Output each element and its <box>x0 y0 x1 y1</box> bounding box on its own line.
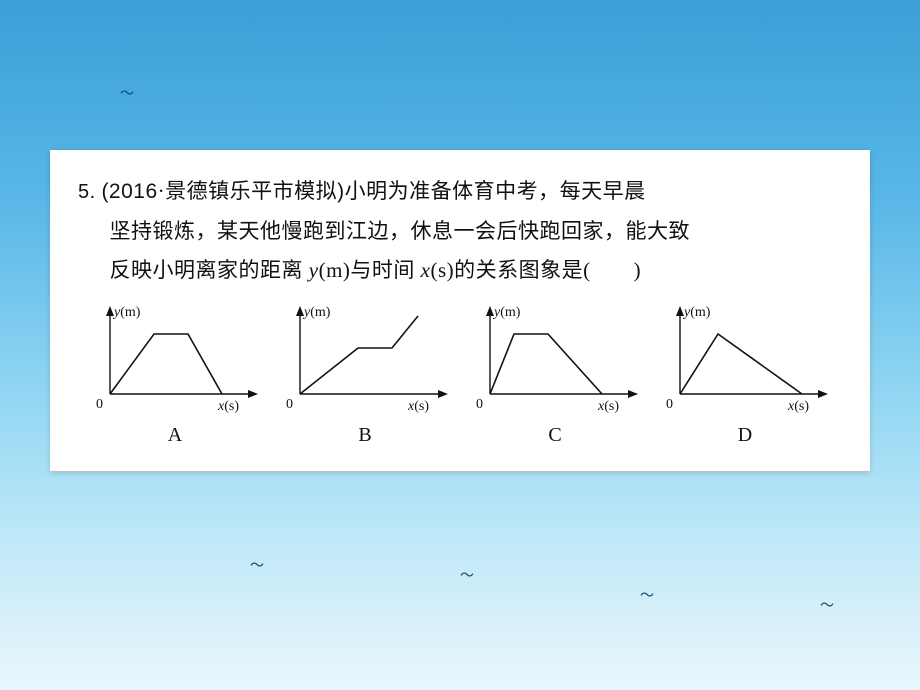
y-axis-label: y(m) <box>492 305 521 320</box>
x-arrow-icon <box>818 390 828 398</box>
chart-option-c: y(m) x(s) 0 C <box>464 298 646 447</box>
chart-b-line <box>300 316 418 394</box>
y-axis-label: y(m) <box>112 305 141 320</box>
chart-d-line <box>680 334 802 394</box>
problem-line3-mid: 与时间 <box>350 258 420 282</box>
x-axis-label: x(s) <box>217 399 239 414</box>
y-arrow-icon <box>296 306 304 316</box>
chart-b-svg: y(m) x(s) 0 <box>274 298 456 418</box>
charts-row: y(m) x(s) 0 A y(m) x(s) 0 <box>78 298 842 447</box>
chart-option-b: y(m) x(s) 0 B <box>274 298 456 447</box>
chart-b-label: B <box>358 424 371 447</box>
x-axis-label: x(s) <box>407 399 429 414</box>
bg-bird: ～ <box>120 88 134 102</box>
source-text: 景德镇乐平市模拟 <box>165 179 337 203</box>
origin-label: 0 <box>286 397 293 412</box>
origin-label: 0 <box>476 397 483 412</box>
problem-line2: 坚持锻炼，某天他慢跑到江边，休息一会后快跑回家，能大致 <box>110 219 691 243</box>
chart-a-svg: y(m) x(s) 0 <box>84 298 266 418</box>
x-axis-label: x(s) <box>597 399 619 414</box>
chart-option-d: y(m) x(s) 0 D <box>654 298 836 447</box>
axes: y(m) x(s) 0 <box>286 305 448 414</box>
origin-label: 0 <box>96 397 103 412</box>
y-var: y <box>309 258 319 282</box>
chart-c-line <box>490 334 602 394</box>
problem-line3-head: 反映小明离家的距离 <box>110 258 309 282</box>
chart-option-a: y(m) x(s) 0 A <box>84 298 266 447</box>
y-arrow-icon <box>106 306 114 316</box>
problem-number: 5. <box>78 181 96 203</box>
origin-label: 0 <box>666 397 673 412</box>
chart-d-label: D <box>738 424 752 447</box>
axes: y(m) x(s) 0 <box>96 305 258 414</box>
chart-d-svg: y(m) x(s) 0 <box>654 298 836 418</box>
problem-card: 5. (2016·景德镇乐平市模拟)小明为准备体育中考，每天早晨 坚持锻炼，某天… <box>50 150 870 471</box>
bg-bird: ～ <box>640 590 654 604</box>
x-var: x <box>421 258 431 282</box>
chart-c-svg: y(m) x(s) 0 <box>464 298 646 418</box>
bg-bird: ～ <box>460 570 474 584</box>
problem-line3-close: ) <box>634 258 642 282</box>
x-arrow-icon <box>438 390 448 398</box>
y-unit: (m) <box>319 258 351 282</box>
bg-bird: ～ <box>250 560 264 574</box>
y-arrow-icon <box>676 306 684 316</box>
problem-text: 5. (2016·景德镇乐平市模拟)小明为准备体育中考，每天早晨 坚持锻炼，某天… <box>78 172 842 290</box>
x-unit: (s) <box>430 258 454 282</box>
axes: y(m) x(s) 0 <box>666 305 828 414</box>
x-arrow-icon <box>628 390 638 398</box>
chart-a-line <box>110 334 222 394</box>
answer-blank <box>591 258 634 282</box>
y-axis-label: y(m) <box>682 305 711 320</box>
bg-bird: ～ <box>820 600 834 614</box>
problem-line3-tail: 的关系图象是( <box>454 258 591 282</box>
problem-line1-tail: 小明为准备体育中考，每天早晨 <box>345 179 646 203</box>
axes: y(m) x(s) 0 <box>476 305 638 414</box>
x-axis-label: x(s) <box>787 399 809 414</box>
chart-a-label: A <box>168 424 182 447</box>
y-axis-label: y(m) <box>302 305 331 320</box>
source-close: ) <box>337 180 345 203</box>
chart-c-label: C <box>548 424 561 447</box>
x-arrow-icon <box>248 390 258 398</box>
y-arrow-icon <box>486 306 494 316</box>
source-open: (2016 <box>101 180 157 203</box>
